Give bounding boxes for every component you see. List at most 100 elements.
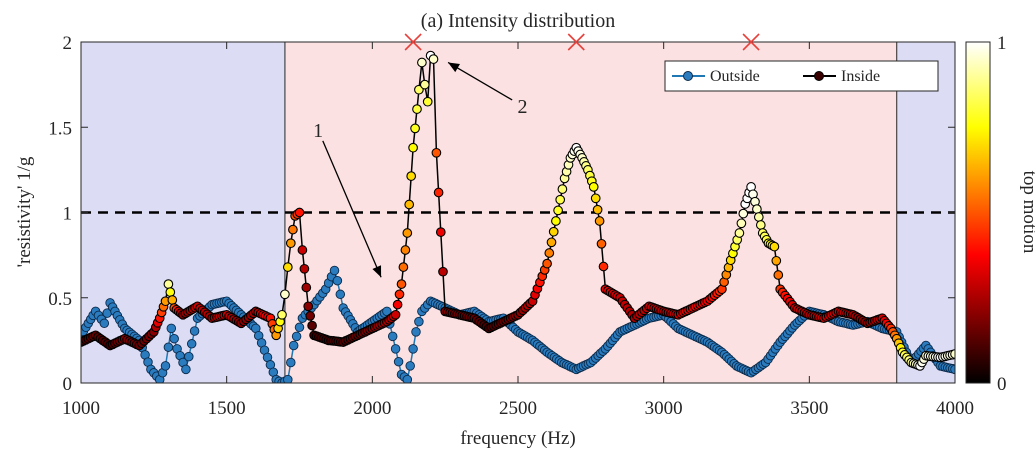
outside-point <box>335 289 346 300</box>
inside-point <box>297 245 308 255</box>
inside-point <box>592 204 603 215</box>
outside-point <box>286 357 296 368</box>
outside-point <box>387 331 398 342</box>
legend-marker-inside <box>814 71 824 81</box>
inside-point <box>294 207 305 218</box>
inside-point <box>408 142 418 153</box>
inside-point <box>553 205 563 216</box>
inside-point <box>598 261 609 272</box>
inside-point <box>404 199 415 210</box>
inside-point <box>398 262 409 272</box>
inside-point <box>769 241 780 252</box>
y-axis-label: 'resistivity' 1/g <box>14 156 35 267</box>
inside-point <box>422 96 433 107</box>
inside-point <box>402 228 413 238</box>
colorbar-max-label: 1 <box>997 33 1007 54</box>
outside-point <box>160 361 171 371</box>
inside-point <box>163 279 174 289</box>
inside-point <box>551 216 561 226</box>
inside-point <box>396 279 407 289</box>
inside-point <box>285 238 296 249</box>
x-tick-label: 2000 <box>353 398 391 419</box>
outside-point <box>393 356 404 367</box>
annotation-arrow-2 <box>447 61 513 101</box>
outside-point <box>181 364 191 375</box>
x-axis: 1000 1500 2000 2500 3000 3500 4000 <box>62 42 974 419</box>
inside-point <box>738 208 749 219</box>
inside-point <box>433 187 444 198</box>
outside-point <box>414 316 424 327</box>
y-tick-label: 0 <box>63 374 73 395</box>
inside-point <box>546 237 557 248</box>
inside-point <box>301 282 312 293</box>
legend: Outside Inside <box>664 60 939 92</box>
inside-point <box>590 193 601 204</box>
inside-point <box>406 171 417 181</box>
legend-label-inside: Inside <box>841 68 880 85</box>
inside-point <box>303 301 314 312</box>
inside-point <box>288 224 298 235</box>
resonance-marker <box>404 33 422 51</box>
inside-point <box>167 295 178 305</box>
outside-point <box>189 326 200 336</box>
inside-point <box>417 57 427 68</box>
inside-point <box>419 79 430 90</box>
x-tick-label: 4000 <box>936 398 974 419</box>
inside-point <box>557 184 568 194</box>
inside-point <box>165 287 176 297</box>
outside-point <box>402 374 413 383</box>
x-tick-label: 3500 <box>790 398 828 419</box>
inside-point <box>594 216 605 226</box>
outside-point <box>288 340 299 351</box>
inside-point <box>392 299 403 310</box>
y-tick-label: 1 <box>63 204 73 225</box>
outside-point <box>163 342 174 352</box>
outside-point <box>99 318 110 329</box>
inside-point <box>305 311 316 321</box>
inside-point <box>431 147 442 158</box>
inside-point <box>428 54 439 64</box>
inside-point <box>771 255 782 266</box>
inside-point <box>736 218 747 229</box>
outside-point <box>408 344 418 354</box>
inside-point <box>394 289 405 300</box>
annotation-label-1: 1 <box>313 120 323 142</box>
colorbar: 1 0 top motion <box>965 33 1035 395</box>
outside-point <box>283 374 293 383</box>
series-inside <box>81 50 955 371</box>
x-axis-label: frequency (Hz) <box>460 428 576 449</box>
outside-point <box>950 364 955 375</box>
outside-point <box>405 361 415 371</box>
inside-point <box>307 320 317 331</box>
inside-point <box>555 194 566 205</box>
outside-point <box>184 351 194 362</box>
colorbar-label: top motion <box>1019 171 1035 254</box>
inside-point <box>412 104 422 114</box>
chart-title: (a) Intensity distribution <box>421 10 615 32</box>
inside-point <box>400 245 411 255</box>
annotations: 12 <box>313 61 528 278</box>
annotation-arrowhead-2 <box>448 62 460 73</box>
x-tick-label: 1000 <box>62 398 100 419</box>
annotation-label-2: 2 <box>518 96 528 118</box>
outside-point <box>390 344 401 354</box>
inside-point <box>752 204 762 214</box>
inside-point <box>542 258 552 269</box>
x-tick-label: 2500 <box>499 398 537 419</box>
inside-point <box>734 228 745 238</box>
resonance-markers <box>404 33 760 51</box>
x-tick-label: 3000 <box>645 398 683 419</box>
y-tick-label: 0.5 <box>48 289 72 310</box>
inside-point <box>435 227 446 237</box>
inside-point <box>773 270 784 280</box>
outside-point <box>411 327 421 337</box>
inside-point <box>299 263 310 274</box>
inside-point <box>588 182 599 192</box>
inside-point <box>753 212 764 222</box>
outside-point <box>332 275 343 286</box>
inside-point <box>280 289 290 300</box>
legend-label-outside: Outside <box>710 68 760 85</box>
outside-point <box>169 333 179 344</box>
resonance-marker <box>742 33 760 51</box>
annotation-arrowhead-1 <box>372 265 382 278</box>
